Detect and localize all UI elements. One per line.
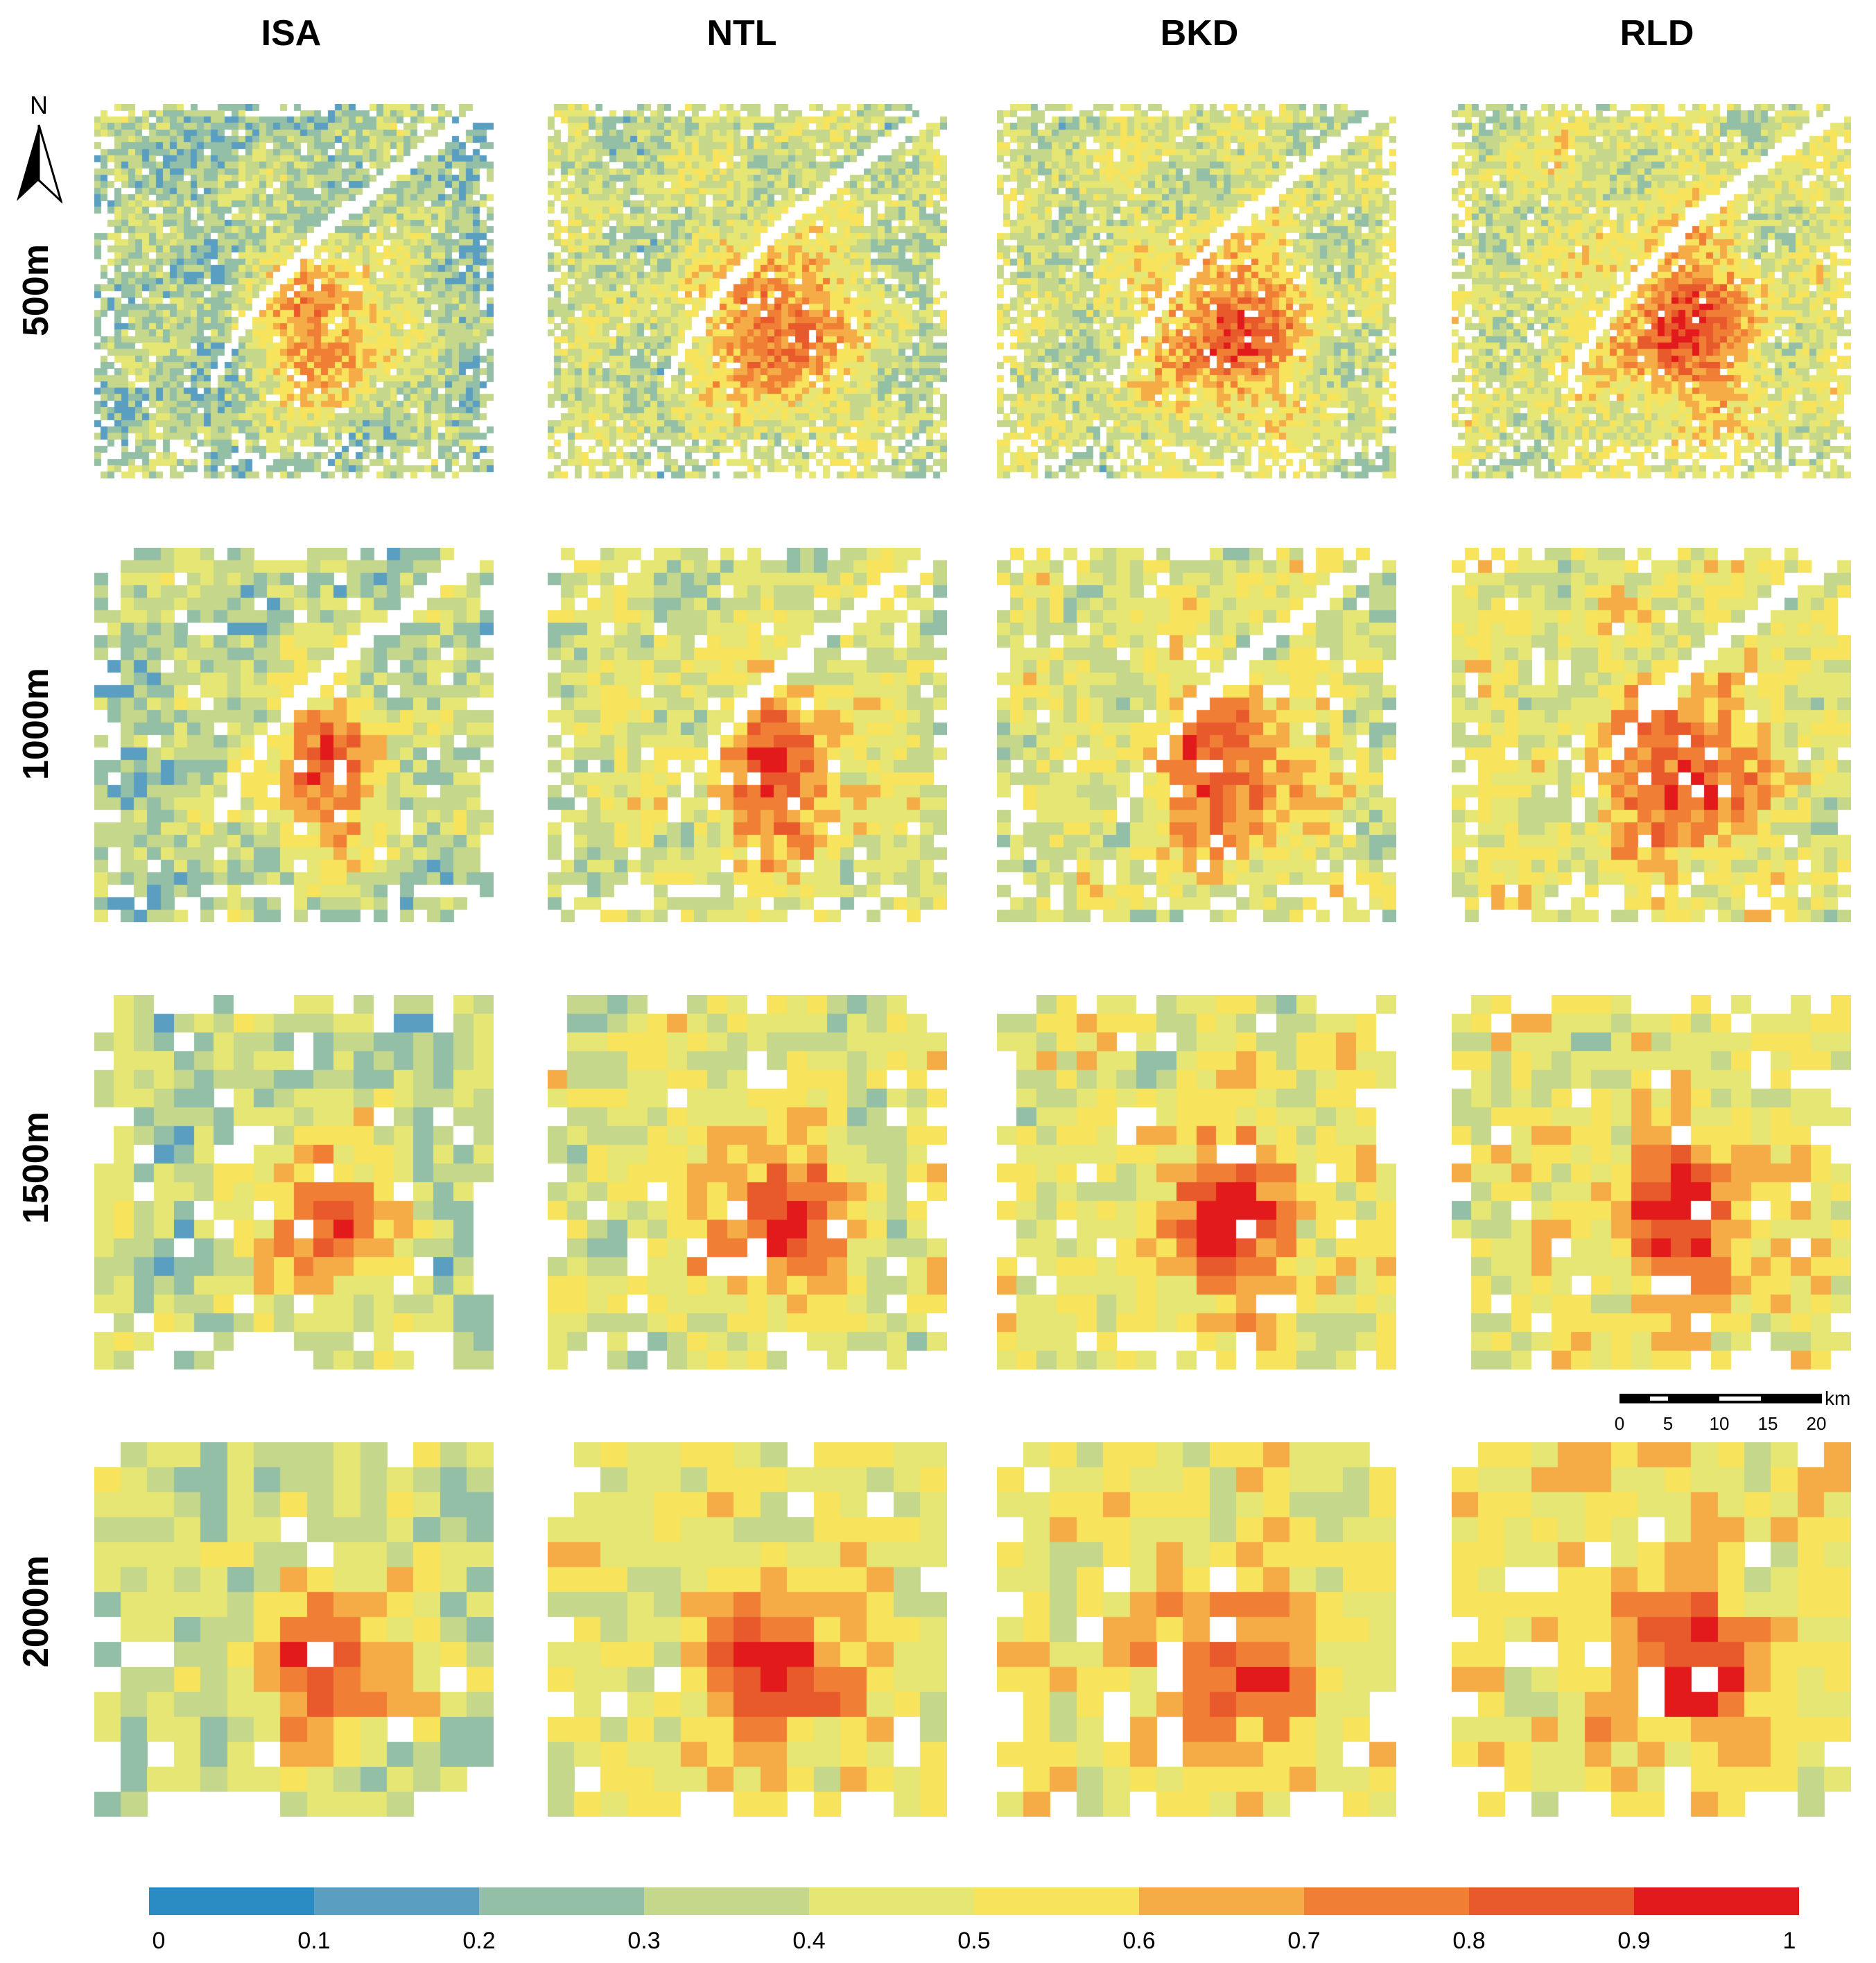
map-panel-2000m-bkd: [997, 1442, 1396, 1817]
map-panel-1500m-ntl: [548, 995, 947, 1369]
row-header-2000m: 2000m: [16, 1555, 56, 1668]
legend-swatch: [1139, 1887, 1305, 1915]
map-panel-1000m-ntl: [548, 548, 947, 922]
color-legend: 0 0.1 0.2 0.3 0.4 0.5 0.6 0.7 0.8 0.9 1: [149, 1887, 1799, 1954]
legend-label: 0.6: [1122, 1928, 1155, 1954]
map-panel-500m-bkd: [997, 104, 1396, 478]
north-arrow-label: N: [30, 91, 48, 119]
north-arrow-icon: N: [17, 91, 62, 204]
legend-swatch: [1469, 1887, 1635, 1915]
legend-label: 0.2: [462, 1928, 495, 1954]
legend-label: 0.8: [1452, 1928, 1485, 1954]
map-panel-1500m-isa: [94, 995, 494, 1369]
legend-label: 0.1: [297, 1928, 330, 1954]
scale-tick-label: 0: [1615, 1413, 1624, 1434]
row-header-1000m: 1000m: [16, 668, 56, 780]
legend-swatch: [149, 1887, 315, 1915]
map-panel-2000m-rld: [1452, 1442, 1851, 1817]
scale-tick-label: 20: [1807, 1413, 1827, 1434]
scale-bar: km 0 5 10 15 20: [1615, 1387, 1851, 1434]
scale-tick-label: 5: [1663, 1413, 1673, 1434]
row-header-1500m: 1500m: [16, 1112, 56, 1224]
legend-swatch: [479, 1887, 645, 1915]
map-panel-1000m-bkd: [997, 548, 1396, 922]
legend-swatch: [1634, 1887, 1799, 1915]
map-panel-500m-ntl: [548, 104, 947, 478]
legend-label: 0: [153, 1928, 166, 1954]
scale-bar-unit: km: [1825, 1387, 1850, 1409]
scale-tick-label: 15: [1758, 1413, 1778, 1434]
map-panel-2000m-ntl: [548, 1442, 947, 1817]
legend-label: 0.4: [792, 1928, 825, 1954]
map-panel-1000m-isa: [94, 548, 494, 922]
map-panel-1000m-rld: [1452, 548, 1851, 922]
scale-tick-label: 10: [1710, 1413, 1730, 1434]
column-header-bkd: BKD: [1160, 13, 1239, 53]
map-panel-500m-isa: [94, 104, 494, 478]
map-panel-1500m-rld: [1452, 995, 1851, 1369]
legend-label: 0.5: [957, 1928, 990, 1954]
column-header-ntl: NTL: [706, 13, 777, 53]
legend-swatch: [1304, 1887, 1470, 1915]
legend-swatch: [809, 1887, 975, 1915]
legend-swatch: [974, 1887, 1140, 1915]
legend-label: 1: [1783, 1928, 1796, 1954]
legend-label: 0.9: [1617, 1928, 1650, 1954]
map-panel-1500m-bkd: [997, 995, 1396, 1369]
legend-label: 0.3: [627, 1928, 660, 1954]
legend-swatch: [644, 1887, 810, 1915]
legend-swatch: [314, 1887, 480, 1915]
column-header-isa: ISA: [261, 13, 322, 53]
row-header-500m: 500m: [16, 244, 56, 336]
column-header-rld: RLD: [1619, 13, 1694, 53]
map-panel-500m-rld: [1452, 104, 1851, 478]
legend-label: 0.7: [1287, 1928, 1320, 1954]
map-panel-2000m-isa: [94, 1442, 494, 1817]
